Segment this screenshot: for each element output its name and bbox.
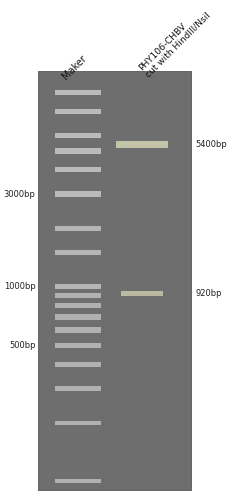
FancyBboxPatch shape [55,167,102,172]
FancyBboxPatch shape [55,293,102,298]
Text: 3000bp: 3000bp [4,190,35,198]
FancyBboxPatch shape [55,133,102,138]
FancyBboxPatch shape [55,148,102,154]
Text: 1000bp: 1000bp [4,282,35,292]
FancyBboxPatch shape [55,250,102,255]
FancyBboxPatch shape [55,328,102,332]
FancyBboxPatch shape [55,303,102,308]
FancyBboxPatch shape [55,479,102,483]
FancyBboxPatch shape [55,284,102,290]
FancyBboxPatch shape [55,420,102,424]
FancyBboxPatch shape [121,291,163,296]
FancyBboxPatch shape [55,386,102,391]
Text: PHY106-CHBV
cut with HindIII/NsiI: PHY106-CHBV cut with HindIII/NsiI [137,4,213,80]
FancyBboxPatch shape [55,108,102,114]
FancyBboxPatch shape [55,90,102,95]
FancyBboxPatch shape [38,70,191,490]
Text: 5400bp: 5400bp [195,140,227,149]
FancyBboxPatch shape [55,342,102,348]
FancyBboxPatch shape [116,141,168,148]
FancyBboxPatch shape [55,314,102,320]
FancyBboxPatch shape [55,362,102,366]
FancyBboxPatch shape [55,226,102,231]
Text: 920bp: 920bp [195,290,222,298]
Text: Maker: Maker [60,53,89,81]
FancyBboxPatch shape [55,192,102,196]
Text: 500bp: 500bp [9,341,35,350]
